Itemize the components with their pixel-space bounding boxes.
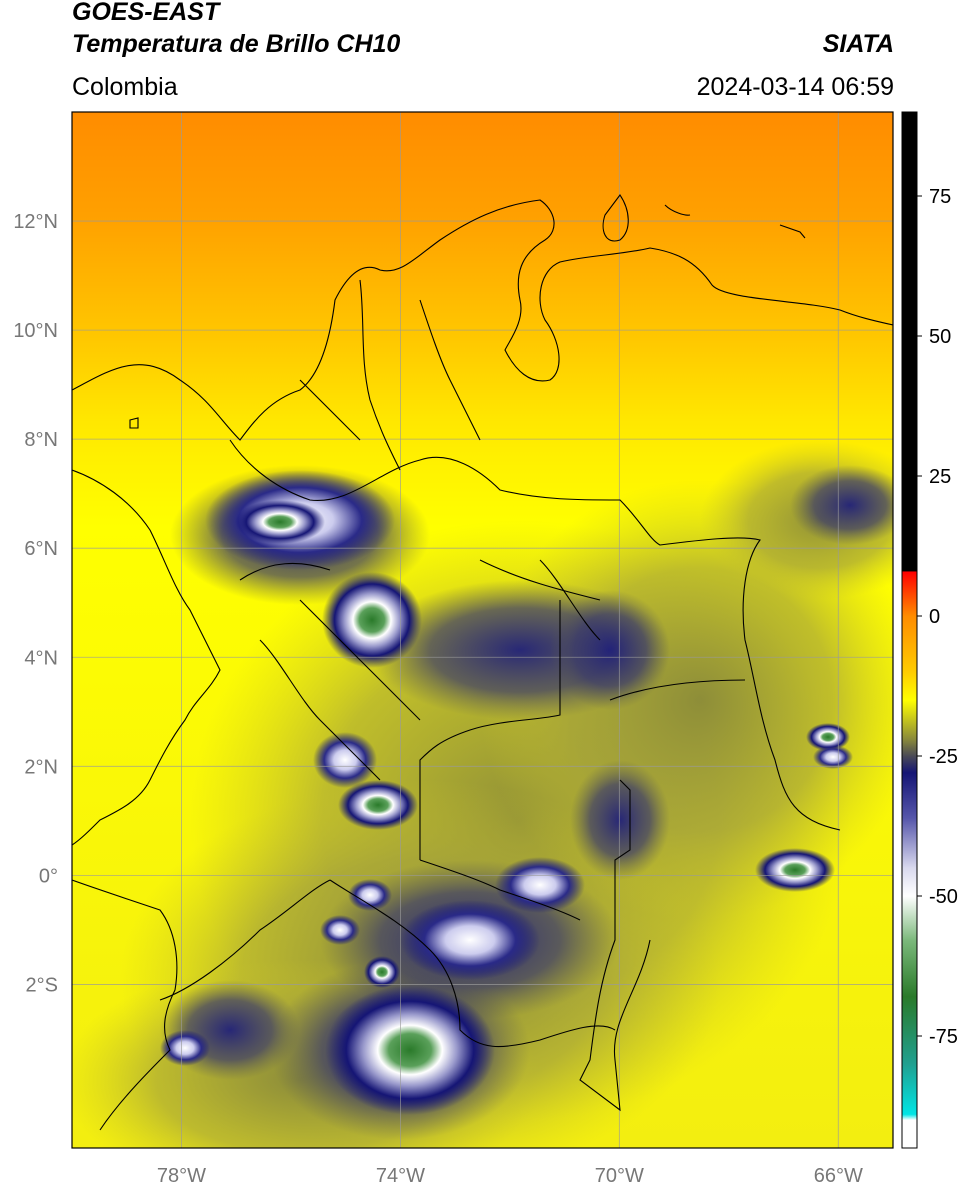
colorbar-tick-label: 0 <box>929 606 940 628</box>
brightness-temperature-field <box>72 112 893 1148</box>
lat-tick-label: 4°N <box>24 647 58 669</box>
latitude-axis: 12°N 10°N 8°N 6°N 4°N 2°N 0° 2°S <box>13 211 58 996</box>
datetime-label: 2024-03-14 06:59 <box>696 73 894 101</box>
colorbar-tick-label: 75 <box>929 186 951 208</box>
map-frame <box>71 111 894 1149</box>
lat-tick-label: 8°N <box>24 429 58 451</box>
lat-tick-label: 6°N <box>24 538 58 560</box>
coastlines-and-borders <box>72 194 893 1131</box>
agency-label: SIATA <box>822 30 894 58</box>
colorbar-tick-label: -50 <box>929 886 958 908</box>
colorbar-tick-label: 50 <box>929 326 951 348</box>
lon-tick-label: 70°W <box>595 1165 644 1187</box>
lat-tick-label: 2°N <box>24 756 58 778</box>
colorbar-tick-label: -75 <box>929 1026 958 1048</box>
lat-tick-label: 12°N <box>13 211 58 233</box>
region-label: Colombia <box>72 73 178 101</box>
longitude-axis: 78°W 74°W 70°W 66°W <box>157 1165 863 1187</box>
colorbar-tick-label: 25 <box>929 466 951 488</box>
lon-tick-label: 66°W <box>814 1165 863 1187</box>
colorbar: 75 50 25 0 -25 -50 -75 <box>901 111 958 1149</box>
lat-tick-label: 2°S <box>26 974 58 996</box>
lon-tick-label: 74°W <box>376 1165 425 1187</box>
satellite-title: GOES-EAST <box>72 0 220 26</box>
colorbar-tick-label: -25 <box>929 746 958 768</box>
lat-tick-label: 10°N <box>13 320 58 342</box>
lon-tick-label: 78°W <box>157 1165 206 1187</box>
product-title: Temperatura de Brillo CH10 <box>72 30 401 58</box>
lat-tick-label: 0° <box>39 865 58 887</box>
